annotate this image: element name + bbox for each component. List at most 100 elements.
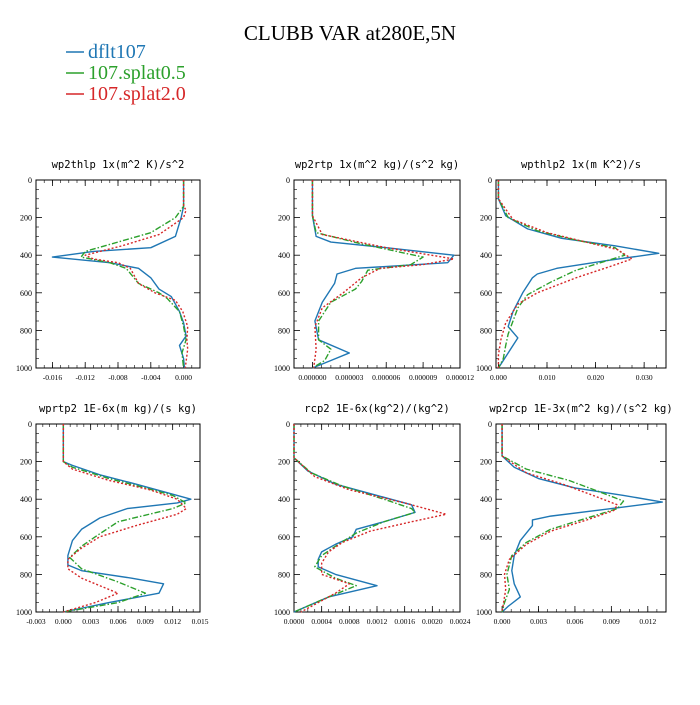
x-tick-label: 0.012 — [639, 617, 656, 626]
y-tick-label: 400 — [20, 251, 32, 260]
plot-frame — [35, 423, 201, 613]
series-line-dflt107 — [501, 424, 664, 613]
panel-2: wpthlp2 1x(m K^2)/s 0 200 400 600 800 10000.00… — [476, 159, 667, 382]
x-tick-label: 0.0024 — [450, 617, 471, 626]
series-line-107.splat0.5 — [311, 180, 424, 369]
y-tick-label: 1000 — [274, 608, 290, 617]
y-tick-label: 200 — [480, 214, 492, 223]
x-tick-label: 0.000 — [494, 617, 511, 626]
series-line-107.splat2.0 — [501, 424, 619, 613]
y-tick-label: 0 — [488, 420, 492, 429]
series-line-107.splat0.5 — [501, 424, 625, 613]
x-tick-label: 0.003 — [82, 617, 99, 626]
panel-title: wpthlp2 1x(m K^2)/s — [521, 159, 641, 171]
y-tick-label: 800 — [20, 326, 32, 335]
series-line-dflt107 — [62, 424, 192, 613]
x-tick-label: 0.009 — [137, 617, 154, 626]
x-tick-label: 0.030 — [636, 373, 653, 382]
series-line-dflt107 — [311, 180, 455, 369]
y-tick-label: 1000 — [16, 364, 32, 373]
series-line-107.splat0.5 — [80, 180, 187, 369]
panel-1: wp2rtp 1x(m^2 kg)/(s^2 kg) 0 200 400 600 800 1… — [274, 159, 474, 382]
panel-5: wp2rcp 1E-3x(m^2 kg)/(s^2 kg) 0 200 400 600 8… — [476, 403, 673, 626]
legend-label-1: 107.splat0.5 — [88, 62, 186, 84]
series-line-107.splat0.5 — [62, 424, 188, 613]
figure-title: CLUBB VAR at280E,5N — [244, 21, 456, 45]
plot-frame — [35, 179, 201, 369]
x-tick-label: 0.000012 — [446, 373, 474, 382]
y-tick-label: 1000 — [16, 608, 32, 617]
y-tick-label: 200 — [278, 458, 290, 467]
series-line-107.splat2.0 — [84, 180, 189, 369]
y-tick-label: 0 — [286, 420, 290, 429]
y-tick-label: 1000 — [274, 364, 290, 373]
x-tick-label: 0.0020 — [422, 617, 443, 626]
x-tick-label: 0.015 — [192, 617, 209, 626]
series-line-dflt107 — [497, 180, 660, 369]
y-tick-label: 400 — [480, 495, 492, 504]
x-tick-label: -0.004 — [141, 373, 161, 382]
series-line-dflt107 — [51, 180, 187, 369]
x-tick-label: -0.003 — [26, 617, 46, 626]
y-tick-label: 600 — [480, 289, 492, 298]
x-tick-label: 0.020 — [587, 373, 604, 382]
x-tick-label: -0.016 — [43, 373, 63, 382]
x-tick-label: 0.010 — [539, 373, 556, 382]
y-tick-label: 800 — [20, 570, 32, 579]
panel-0: wp2thlp 1x(m^2 K)/s^2 0 200 400 600 800 1000 -0… — [16, 159, 201, 382]
y-tick-label: 400 — [20, 495, 32, 504]
y-tick-label: 400 — [278, 495, 290, 504]
legend-label-2: 107.splat2.0 — [88, 83, 186, 105]
x-tick-label: 0.003 — [530, 617, 547, 626]
x-tick-label: 0.0004 — [311, 617, 332, 626]
y-tick-label: 0 — [28, 176, 32, 185]
panel-title: wp2thlp 1x(m^2 K)/s^2 — [52, 159, 185, 171]
panel-4: rcp2 1E-6x(kg^2)/(kg^2) 0 200 400 600 800 1000… — [274, 403, 471, 626]
panel-title: wp2rtp 1x(m^2 kg)/(s^2 kg) — [295, 159, 459, 171]
x-tick-label: 0.006 — [566, 617, 583, 626]
y-tick-label: 600 — [278, 533, 290, 542]
plot-frame — [495, 423, 667, 613]
y-tick-label: 800 — [480, 570, 492, 579]
x-tick-label: 0.000000 — [298, 373, 326, 382]
x-tick-label: 0.000 — [490, 373, 507, 382]
x-tick-label: 0.0000 — [284, 617, 305, 626]
y-tick-label: 800 — [480, 326, 492, 335]
panel-title: wprtp2 1E-6x(m kg)/(s kg) — [39, 403, 197, 415]
x-tick-label: 0.0016 — [394, 617, 415, 626]
y-tick-label: 600 — [20, 289, 32, 298]
x-tick-label: 0.009 — [603, 617, 620, 626]
x-tick-label: -0.012 — [76, 373, 96, 382]
series-line-dflt107 — [293, 424, 416, 613]
y-tick-label: 600 — [480, 533, 492, 542]
x-tick-label: 0.000006 — [372, 373, 400, 382]
y-tick-label: 600 — [20, 533, 32, 542]
y-tick-label: 0 — [488, 176, 492, 185]
y-tick-label: 1000 — [476, 608, 492, 617]
x-tick-label: 0.000 — [175, 373, 192, 382]
plot-frame — [495, 179, 667, 369]
y-tick-label: 200 — [278, 214, 290, 223]
plot-frame — [293, 423, 461, 613]
x-tick-label: 0.000009 — [409, 373, 437, 382]
legend-label-0: dflt107 — [88, 41, 146, 63]
series-line-107.splat0.5 — [497, 180, 626, 369]
y-tick-label: 600 — [278, 289, 290, 298]
panel-3: wprtp2 1E-6x(m kg)/(s kg) 0 200 400 600 800 10… — [16, 403, 209, 626]
y-tick-label: 200 — [20, 458, 32, 467]
y-tick-label: 400 — [480, 251, 492, 260]
x-tick-label: 0.000003 — [335, 373, 363, 382]
y-tick-label: 0 — [28, 420, 32, 429]
x-tick-label: 0.0008 — [339, 617, 360, 626]
x-tick-label: 0.000 — [55, 617, 72, 626]
x-tick-label: 0.006 — [110, 617, 127, 626]
series-line-107.splat2.0 — [497, 180, 633, 368]
panel-title: wp2rcp 1E-3x(m^2 kg)/(s^2 kg) — [489, 403, 672, 415]
series-line-107.splat2.0 — [311, 180, 455, 369]
y-tick-label: 400 — [278, 251, 290, 260]
y-tick-label: 1000 — [476, 364, 492, 373]
y-tick-label: 800 — [278, 326, 290, 335]
